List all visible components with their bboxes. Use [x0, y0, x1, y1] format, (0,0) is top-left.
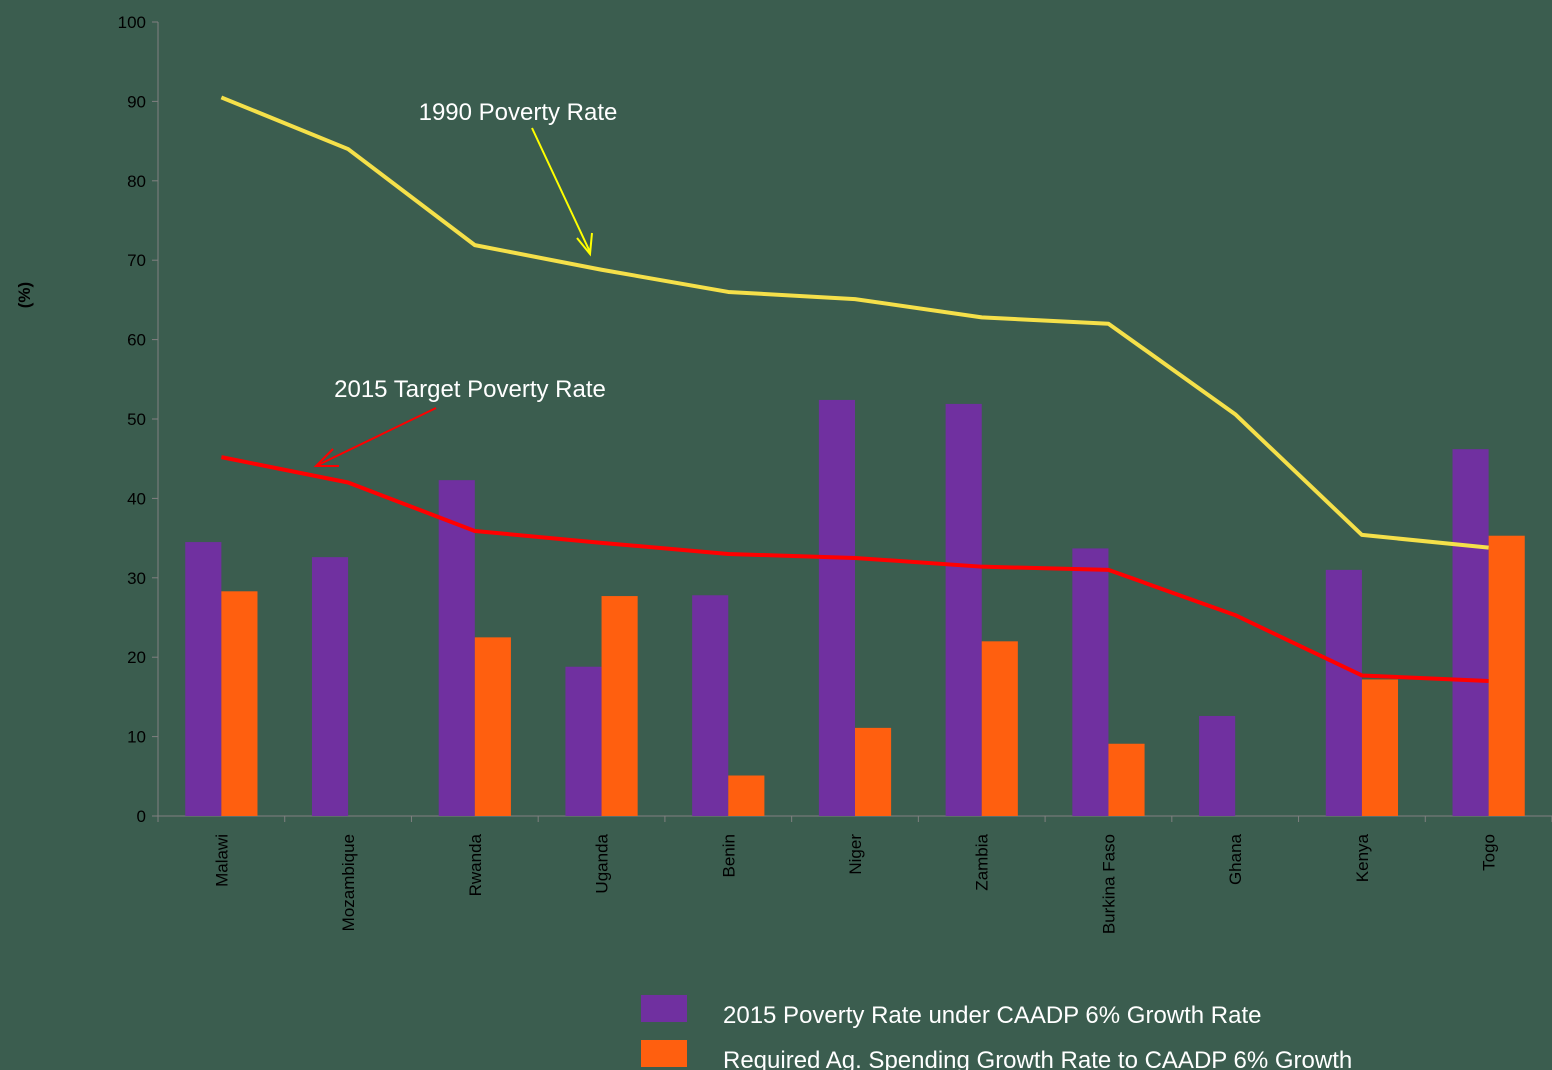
- annotation-arrowhead: [576, 232, 593, 257]
- bar: [1488, 535, 1525, 816]
- annotation-arrow: [531, 127, 591, 253]
- x-tick-label: Togo: [1480, 834, 1499, 871]
- x-tick-label: Kenya: [1353, 833, 1372, 882]
- bar: [945, 403, 982, 816]
- y-tick-label: 40: [127, 489, 146, 508]
- bar: [1325, 569, 1362, 816]
- y-tick-label: 70: [127, 251, 146, 270]
- x-tick-label: Burkina Faso: [1099, 834, 1118, 934]
- x-tick-label: Rwanda: [466, 833, 485, 896]
- x-tick-label: Ghana: [1226, 833, 1245, 885]
- x-tick-label: Zambia: [973, 833, 992, 890]
- bar: [855, 727, 892, 816]
- annotation: 2015 Target Poverty Rate: [334, 376, 606, 403]
- x-tick-label: Niger: [846, 834, 865, 875]
- bar: [221, 591, 258, 816]
- bar: [1199, 715, 1236, 816]
- bar: [438, 480, 475, 816]
- y-axis-label: (%): [15, 282, 34, 308]
- y-tick-label: 50: [127, 410, 146, 429]
- legend-label: Required Ag. Spending Growth Rate to CAA…: [723, 1047, 1352, 1070]
- y-tick-label: 20: [127, 648, 146, 667]
- plot: 0 10 20 30 40 50 60 70 80 90 100 Malawi Mozambique Rw…: [118, 13, 1552, 934]
- y-tick-label: 100: [118, 13, 146, 32]
- bar: [692, 595, 729, 816]
- annotation-arrowhead: [313, 448, 339, 467]
- y-tick-label: 60: [127, 331, 146, 350]
- annotation-arrow: [317, 407, 437, 466]
- bar: [1108, 743, 1145, 816]
- legend: 2015 Poverty Rate under CAADP 6% Growth …: [641, 995, 1352, 1070]
- bar: [601, 596, 638, 816]
- annotation: 1990 Poverty Rate: [419, 99, 618, 126]
- x-tick-label: Malawi: [212, 834, 231, 887]
- legend-label: 2015 Poverty Rate under CAADP 6% Growth …: [723, 1002, 1262, 1029]
- bar: [474, 637, 511, 816]
- y-tick-label: 30: [127, 569, 146, 588]
- x-tick-label: Mozambique: [339, 834, 358, 931]
- y-tick-label: 0: [137, 807, 146, 826]
- x-tick-label: Benin: [719, 834, 738, 877]
- y-tick-label: 90: [127, 92, 146, 111]
- legend-swatch: [641, 995, 687, 1022]
- bar: [981, 641, 1018, 816]
- bar: [565, 666, 602, 816]
- line: [220, 95, 1489, 550]
- x-tick-label: Uganda: [593, 833, 612, 893]
- bar: [311, 557, 349, 816]
- bar: [1452, 449, 1489, 816]
- y-tick-label: 10: [127, 728, 146, 747]
- y-tick-label: 80: [127, 172, 146, 191]
- legend-swatch: [641, 1040, 687, 1067]
- bar: [185, 542, 222, 816]
- bar: [728, 775, 765, 816]
- bar: [818, 399, 855, 816]
- bar: [1072, 548, 1109, 816]
- line: [220, 455, 1489, 684]
- bar: [1361, 679, 1399, 816]
